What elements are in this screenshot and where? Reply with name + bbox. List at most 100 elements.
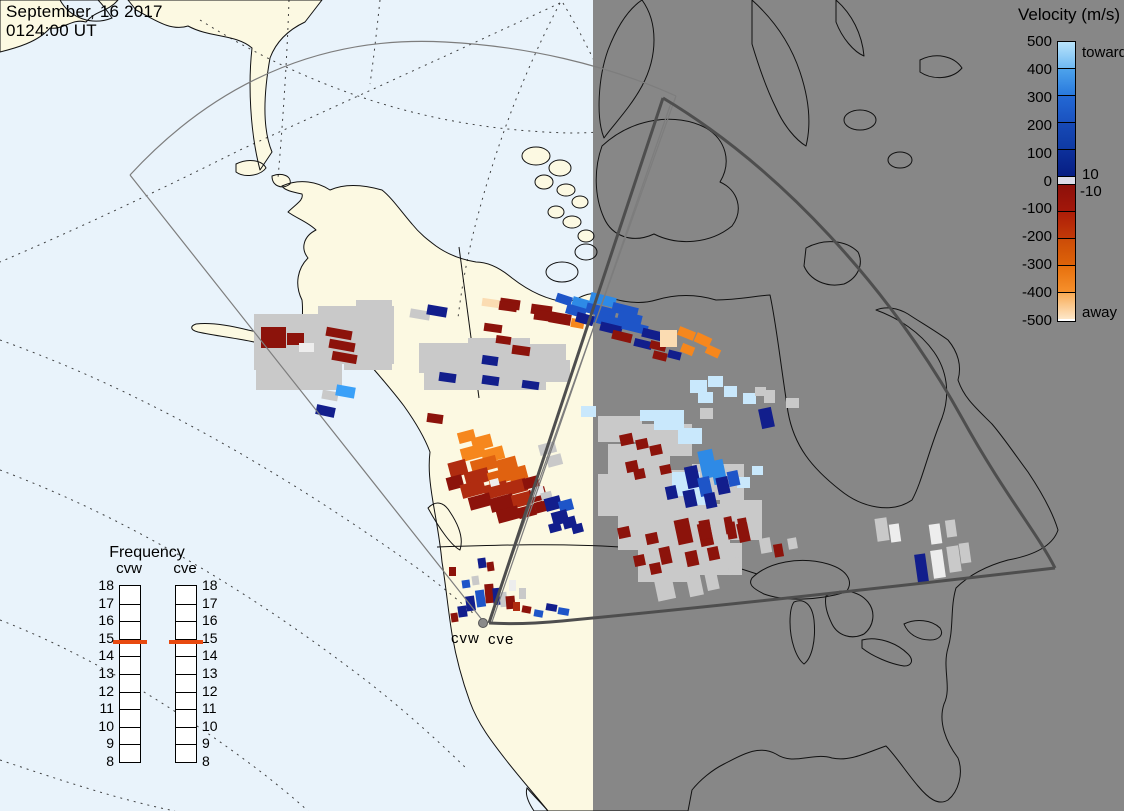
frequency-tick-line xyxy=(176,726,196,728)
date-time-block: September, 16 2017 0124:00 UT xyxy=(6,2,163,40)
velocity-cell xyxy=(743,393,756,404)
cve-frequency-bar xyxy=(169,585,203,763)
velocity-cell xyxy=(438,371,457,384)
frequency-scale-number: 8 xyxy=(202,753,210,769)
radar-fov-outlines xyxy=(129,40,1057,626)
frequency-legend-title: Frequency xyxy=(109,544,185,561)
frequency-scale-number: 17 xyxy=(202,594,218,611)
frequency-scale-number: 14 xyxy=(202,647,218,664)
velocity-cell xyxy=(683,464,702,490)
velocity-colorbar-segment xyxy=(1058,122,1075,149)
cve-frequency-marker xyxy=(169,640,203,645)
frequency-tick-line xyxy=(120,744,140,746)
velocity-cell xyxy=(621,319,649,336)
frequency-scale-number: 14 xyxy=(98,647,114,664)
velocity-cell xyxy=(463,467,491,487)
velocity-cell xyxy=(481,297,500,309)
velocity-cell xyxy=(726,470,741,487)
frequency-tick-line xyxy=(120,691,140,693)
velocity-cell xyxy=(457,605,468,618)
velocity-cell xyxy=(684,549,700,568)
velocity-cell xyxy=(287,333,304,345)
velocity-cell xyxy=(694,494,709,505)
frequency-scale-number: 8 xyxy=(106,753,114,769)
velocity-colorbar-segment xyxy=(1058,211,1075,238)
frequency-scale-number: 17 xyxy=(98,594,114,611)
frequency-tick-line xyxy=(176,638,196,640)
velocity-colorbar xyxy=(1057,41,1076,322)
velocity-cell xyxy=(555,292,573,307)
frequency-tick-line xyxy=(176,691,196,693)
velocity-cell xyxy=(704,570,720,592)
velocity-tick-label: -400 xyxy=(1021,284,1052,302)
cve-column-label: cve xyxy=(173,560,197,577)
velocity-cell xyxy=(641,327,663,342)
velocity-tick-label: 100 xyxy=(1026,144,1052,162)
frequency-scale-number: 15 xyxy=(202,629,218,646)
velocity-cell xyxy=(616,525,632,540)
velocity-cell xyxy=(698,392,713,403)
velocity-cell xyxy=(654,410,684,430)
velocity-cell xyxy=(581,406,596,417)
frequency-tick-line xyxy=(120,603,140,605)
velocity-cell xyxy=(548,521,562,534)
time-label: 0124:00 UT xyxy=(6,21,97,40)
velocity-cell xyxy=(299,343,314,352)
cvw-frequency-marker xyxy=(113,640,147,645)
velocity-cell xyxy=(461,579,471,589)
velocity-cell xyxy=(944,519,958,538)
velocity-cell xyxy=(540,360,570,382)
velocity-colorbar-segment xyxy=(1058,95,1075,122)
velocity-cell xyxy=(459,479,487,499)
frequency-scale-number: 13 xyxy=(202,665,218,681)
velocity-cell xyxy=(483,322,503,334)
velocity-cell xyxy=(498,300,518,313)
velocity-cell xyxy=(447,458,469,479)
velocity-cell xyxy=(633,337,653,351)
velocity-cell xyxy=(737,477,750,488)
velocity-cell xyxy=(321,389,339,402)
velocity-tick-label: 300 xyxy=(1026,88,1052,106)
velocity-cell xyxy=(474,589,487,608)
frequency-scale-number: 11 xyxy=(202,700,217,717)
velocity-tick-label: 500 xyxy=(1026,33,1052,50)
velocity-cell xyxy=(632,553,647,568)
velocity-cell xyxy=(545,453,564,468)
velocity-colorbar-segment xyxy=(1058,292,1075,319)
frequency-tick-line xyxy=(120,656,140,658)
frequency-tick-line xyxy=(176,674,196,675)
velocity-cell xyxy=(649,443,663,457)
velocity-cell xyxy=(486,561,495,572)
away-label: away xyxy=(1082,304,1118,321)
velocity-cell xyxy=(764,390,775,403)
frequency-tick-line xyxy=(176,603,196,605)
velocity-tick-label: -300 xyxy=(1021,256,1052,274)
velocity-cell xyxy=(557,498,575,513)
velocity-cell xyxy=(315,404,336,418)
velocity-cell xyxy=(755,387,766,396)
velocity-cell xyxy=(344,334,392,370)
frequency-tick-line xyxy=(120,674,140,675)
velocity-cell xyxy=(449,567,456,576)
date-label: September, 16 2017 xyxy=(6,2,163,21)
velocity-cell xyxy=(426,412,444,425)
velocity-cell xyxy=(697,475,713,498)
velocity-cell xyxy=(737,517,750,542)
cvw-site-label: cvw xyxy=(451,630,480,647)
velocity-colorbar-segment xyxy=(1058,238,1075,265)
velocity-cell xyxy=(758,537,773,554)
velocity-cell xyxy=(328,338,356,353)
velocity-cell xyxy=(533,609,544,618)
velocity-cell xyxy=(659,463,672,476)
velocity-cell xyxy=(653,576,677,602)
frequency-scale-number: 16 xyxy=(202,612,218,629)
velocity-tick-label: -200 xyxy=(1021,228,1052,246)
velocity-cell xyxy=(724,386,737,397)
velocity-cell xyxy=(914,553,929,583)
velocity-cell xyxy=(758,406,775,430)
velocity-cell xyxy=(786,398,799,408)
velocity-cell xyxy=(700,408,713,419)
velocity-cell xyxy=(611,329,633,344)
velocity-tick-label: 200 xyxy=(1026,116,1052,134)
velocity-cell xyxy=(888,523,902,543)
